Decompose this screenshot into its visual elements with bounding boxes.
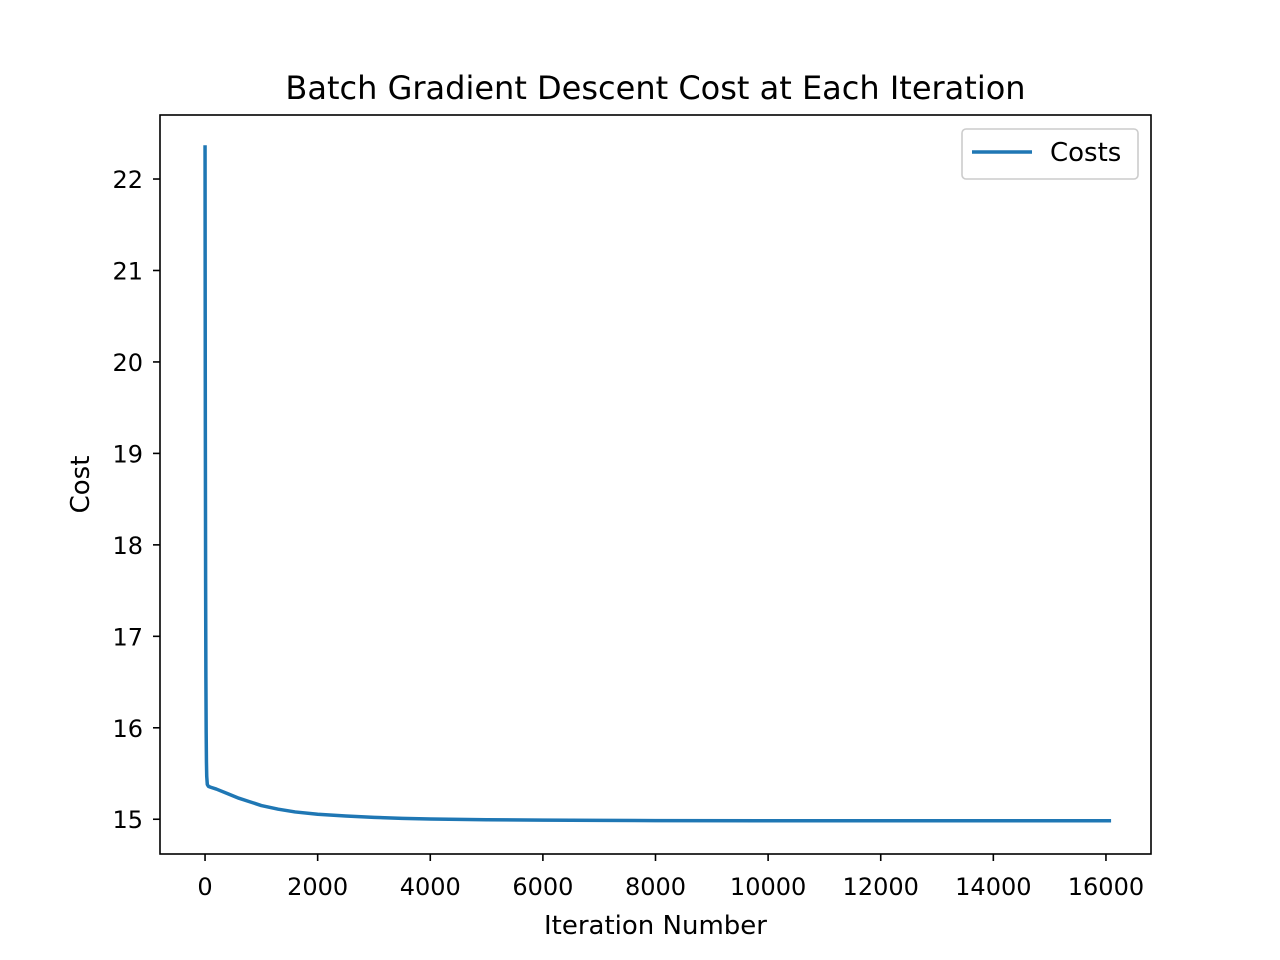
x-tick-label: 8000 (625, 873, 686, 901)
series-layer (203, 145, 1112, 823)
x-tick-label: 16000 (1068, 873, 1144, 901)
chart-title: Batch Gradient Descent Cost at Each Iter… (285, 69, 1025, 107)
x-tick-label: 6000 (512, 873, 573, 901)
y-tick-label: 21 (112, 257, 143, 285)
plot-frame (159, 114, 1152, 855)
y-tick-label: 22 (112, 166, 143, 194)
y-tick-label: 16 (112, 715, 143, 743)
y-axis-label: Cost (66, 456, 96, 514)
axis-ticks: 0 2000 4000 6000 8000 10000 12000 14000 16000 15 1… (112, 166, 1144, 901)
legend-label-costs: Costs (1050, 138, 1121, 168)
x-tick-label: 2000 (287, 873, 348, 901)
x-tick-label: 0 (197, 873, 212, 901)
y-tick-label: 15 (112, 806, 143, 834)
y-tick-label: 18 (112, 532, 143, 560)
y-tick-label: 17 (112, 623, 143, 651)
legend: Costs (961, 128, 1139, 180)
x-tick-label: 10000 (730, 873, 806, 901)
y-tick-label: 20 (112, 349, 143, 377)
x-tick-label: 4000 (400, 873, 461, 901)
x-tick-label: 14000 (955, 873, 1031, 901)
x-tick-label: 12000 (843, 873, 919, 901)
x-axis-label: Iteration Number (544, 911, 767, 941)
legend-box (961, 128, 1139, 180)
y-tick-label: 19 (112, 440, 143, 468)
series-line-costs (203, 145, 1112, 823)
